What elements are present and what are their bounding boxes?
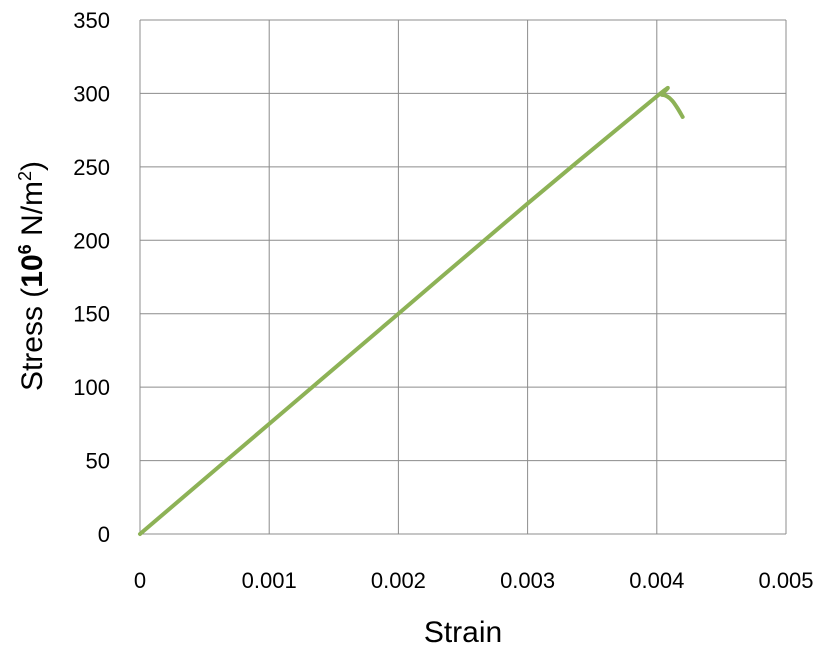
x-axis-ticks: 0 0.001 0.002 0.003 0.004 0.005 (134, 568, 814, 593)
y-tick-label: 150 (73, 302, 110, 327)
y-tick-label: 50 (86, 449, 110, 474)
y-tick-label: 300 (73, 81, 110, 106)
y-axis-title: Stress (106 N/m2) (15, 161, 49, 391)
x-tick-label: 0.001 (242, 568, 297, 593)
stress-strain-series-line (138, 85, 685, 536)
y-tick-label: 350 (73, 8, 110, 33)
y-axis-ticks: 0 50 100 150 200 250 300 350 (73, 8, 110, 547)
y-tick-label: 250 (73, 155, 110, 180)
y-axis-title-suffix: ) (16, 161, 49, 171)
y-axis-title-base: 10 (16, 254, 49, 287)
x-tick-label: 0.004 (629, 568, 684, 593)
y-tick-label: 100 (73, 375, 110, 400)
series-layer (138, 85, 685, 536)
y-axis-title-prefix: Stress ( (16, 288, 49, 391)
x-tick-label: 0 (134, 568, 146, 593)
y-axis-title-unit: N/m (16, 181, 49, 244)
grid (139, 19, 787, 535)
y-tick-label: 200 (73, 228, 110, 253)
y-axis-title-unit-exponent: 2 (15, 171, 35, 181)
y-axis-title-exponent: 6 (15, 244, 35, 254)
x-tick-label: 0.005 (758, 568, 813, 593)
x-tick-label: 0.003 (500, 568, 555, 593)
x-axis-title: Strain (424, 616, 502, 649)
x-tick-label: 0.002 (371, 568, 426, 593)
y-tick-label: 0 (98, 522, 110, 547)
